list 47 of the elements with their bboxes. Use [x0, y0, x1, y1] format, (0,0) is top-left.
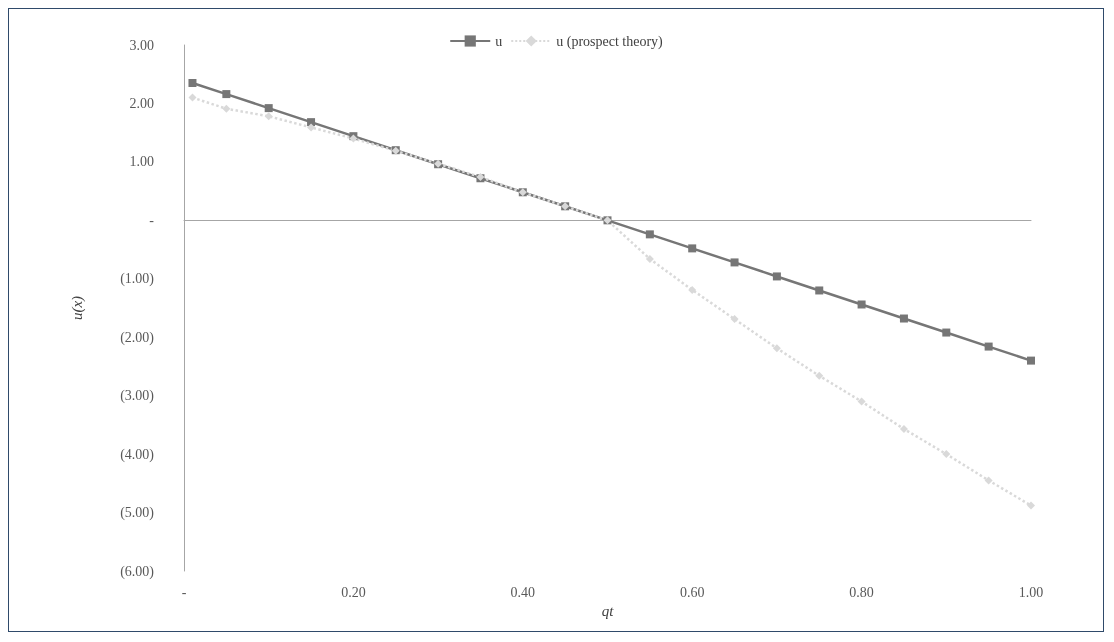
x-tick-label: 0.40	[510, 584, 536, 600]
y-axis-title: u(x)	[68, 295, 86, 321]
point	[222, 104, 231, 113]
point	[264, 104, 273, 113]
y-tick-label: (6.00)	[120, 563, 155, 580]
x-axis-title: qt	[601, 603, 615, 620]
x-tick-label: 0.80	[849, 584, 874, 600]
point	[815, 371, 824, 380]
y-tick-label: -	[149, 212, 155, 228]
x-tick-label: -	[181, 584, 187, 600]
point	[772, 272, 781, 281]
point	[899, 314, 908, 323]
point	[815, 286, 824, 295]
point	[688, 285, 697, 294]
y-tick-label: (1.00)	[120, 271, 155, 288]
point	[942, 450, 951, 459]
point	[1027, 356, 1035, 365]
point	[984, 476, 993, 485]
y-tick-label: 1.00	[129, 154, 154, 170]
y-tick-label: (4.00)	[120, 446, 155, 463]
y-tick-label: 2.00	[129, 95, 154, 111]
x-tick-label: 0.20	[341, 584, 366, 600]
point	[730, 315, 739, 324]
x-tick-label: 1.00	[1018, 584, 1044, 600]
x-tick-label: 0.60	[679, 584, 705, 600]
point	[899, 424, 908, 433]
legend-label: u (prospect theory)	[556, 33, 664, 50]
y-tick-label: (5.00)	[120, 505, 155, 522]
point	[772, 344, 781, 353]
point	[942, 328, 951, 337]
point	[307, 118, 316, 127]
point	[857, 397, 866, 406]
point	[857, 300, 866, 309]
point	[222, 90, 231, 99]
point	[984, 342, 993, 351]
point	[188, 93, 197, 102]
y-tick-label: 3.00	[129, 37, 154, 53]
point	[264, 112, 273, 121]
y-tick-label: (3.00)	[120, 388, 155, 405]
point	[688, 244, 697, 253]
point	[645, 230, 654, 239]
legend-label: u	[495, 33, 503, 49]
point	[730, 258, 739, 267]
point	[645, 254, 654, 263]
y-tick-label: (2.00)	[120, 329, 155, 346]
point	[188, 78, 197, 87]
point	[1027, 501, 1035, 510]
